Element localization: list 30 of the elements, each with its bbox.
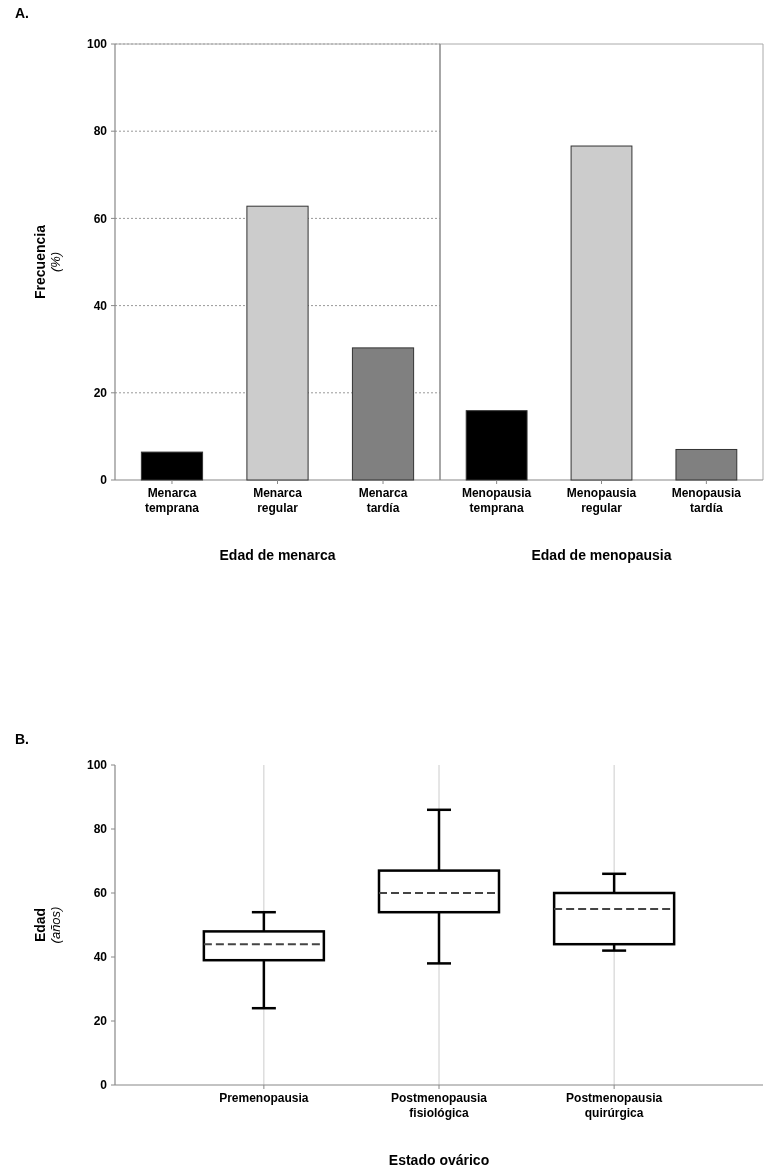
x-tick-label: Menarca tardía <box>358 486 408 515</box>
y-tick-label: 80 <box>93 822 108 837</box>
x-tick-label: Menarca temprana <box>144 486 200 515</box>
y-tick-label: 60 <box>93 886 108 901</box>
y-tick-label: 20 <box>93 386 108 400</box>
y-tick-label: 20 <box>93 1014 108 1029</box>
y-tick-label: 80 <box>93 124 108 139</box>
bar <box>140 451 204 481</box>
y-axis-title: Frecuencia (%) <box>32 224 63 299</box>
y-axis-title: Edad (años) <box>32 906 63 944</box>
y-tick-label: 40 <box>93 298 108 313</box>
x-tick-label: Menarca regular <box>253 486 303 515</box>
x-axis-title: Estado ovárico <box>388 1152 490 1168</box>
y-tick-label: 40 <box>93 950 108 965</box>
chart-title: A. <box>15 5 29 21</box>
y-tick-label: 0 <box>100 473 108 488</box>
x-tick-label: Menopausia regular <box>566 486 637 515</box>
bar <box>246 205 309 481</box>
chart-title: B. <box>15 731 29 747</box>
y-tick-label: 100 <box>86 37 108 52</box>
x-tick-label: Menopausia temprana <box>461 486 532 515</box>
x-tick-label: Premenopausia <box>219 1091 309 1105</box>
y-tick-label: 60 <box>93 211 108 226</box>
x-axis-title: Edad de menopausia <box>531 547 672 563</box>
y-tick-label: 100 <box>86 758 108 773</box>
y-tick-label: 0 <box>100 1078 108 1093</box>
x-tick-label: Postmenopausia quirúrgica <box>566 1091 663 1120</box>
x-axis-title: Edad de menarca <box>219 547 336 563</box>
x-tick-label: Postmenopausia fisiológica <box>390 1091 488 1120</box>
x-tick-label: Menopausia tardía <box>671 486 742 515</box>
